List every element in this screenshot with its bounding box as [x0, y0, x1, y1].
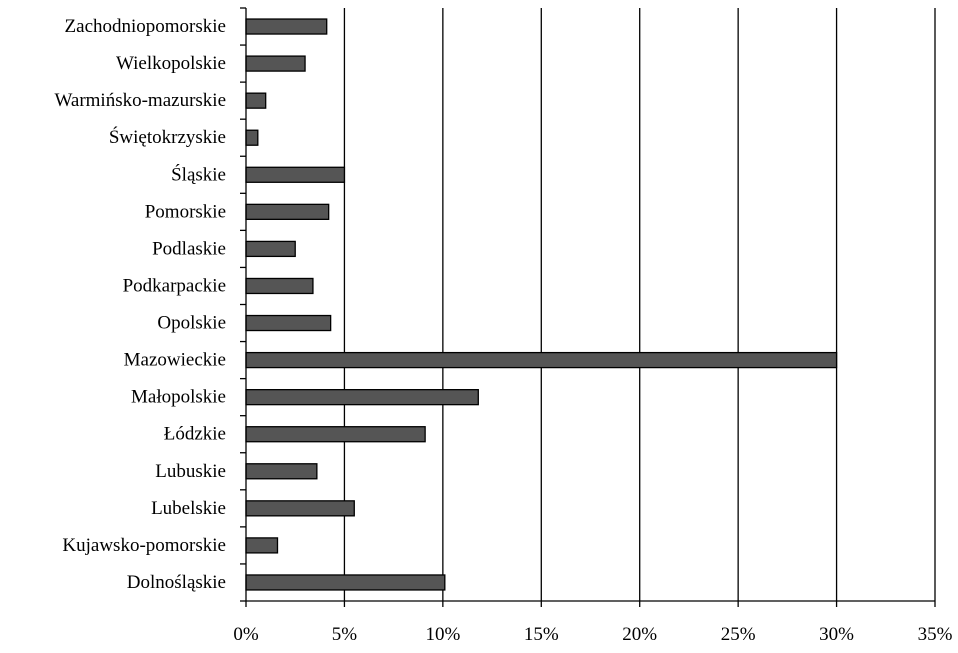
bar-opolskie	[245, 314, 332, 332]
x-tick-label: 20%	[622, 624, 657, 645]
category-label-podlaskie: Podlaskie	[152, 238, 226, 259]
bar-warmińsko-mazurskie	[245, 92, 267, 109]
bar-lubuskie	[245, 463, 318, 480]
bar-świętokrzyskie	[245, 129, 259, 146]
bars	[245, 18, 838, 591]
x-tick-label: 25%	[721, 624, 756, 645]
bar-podlaskie	[245, 240, 296, 258]
bar-dolnośląskie	[245, 574, 446, 591]
bar-mazowieckie	[245, 351, 838, 369]
y-axis-ticks	[240, 7, 246, 602]
category-label-podkarpackie: Podkarpackie	[123, 275, 226, 296]
bar-śląskie	[245, 166, 346, 183]
category-labels: Dolnośląskie Kujawsko-pomorskie Lubelskie L…	[54, 16, 226, 593]
category-label-świętokrzyskie: Świętokrzyskie	[109, 126, 226, 148]
x-tick-label: 5%	[332, 624, 358, 645]
grid-lines	[343, 8, 936, 601]
category-label-dolnośląskie: Dolnośląskie	[127, 572, 226, 593]
category-label-warmińsko-mazurskie: Warmińsko-mazurskie	[54, 90, 226, 111]
x-tick-label: 0%	[233, 624, 259, 645]
category-label-małopolskie: Małopolskie	[131, 387, 226, 408]
category-label-lubuskie: Lubuskie	[155, 461, 226, 482]
category-label-lubelskie: Lubelskie	[151, 498, 226, 519]
x-axis-ticks: 0% 5% 10% 15% 20% 25% 30% 35%	[233, 601, 953, 645]
bar-zachodniopomorskie	[245, 18, 328, 35]
x-tick-label: 30%	[819, 624, 854, 645]
bar-małopolskie	[245, 389, 479, 406]
category-label-opolskie: Opolskie	[157, 313, 226, 334]
category-label-zachodniopomorskie: Zachodniopomorskie	[65, 16, 226, 37]
x-tick-label: 10%	[425, 624, 460, 645]
bar-lubelskie	[245, 500, 355, 517]
category-label-śląskie: Śląskie	[171, 163, 226, 185]
category-label-pomorskie: Pomorskie	[145, 201, 226, 222]
bar-łódzkie	[245, 426, 426, 443]
category-label-łódzkie: Łódzkie	[164, 424, 226, 445]
x-tick-label: 15%	[524, 624, 559, 645]
category-label-kujawsko-pomorskie: Kujawsko-pomorskie	[62, 535, 226, 556]
bar-wielkopolskie	[245, 55, 306, 72]
bar-pomorskie	[245, 203, 330, 220]
category-label-wielkopolskie: Wielkopolskie	[116, 53, 226, 74]
category-label-mazowieckie: Mazowieckie	[124, 350, 226, 371]
bar-kujawsko-pomorskie	[245, 537, 279, 554]
x-tick-label: 35%	[918, 624, 953, 645]
bar-podkarpackie	[245, 277, 314, 295]
